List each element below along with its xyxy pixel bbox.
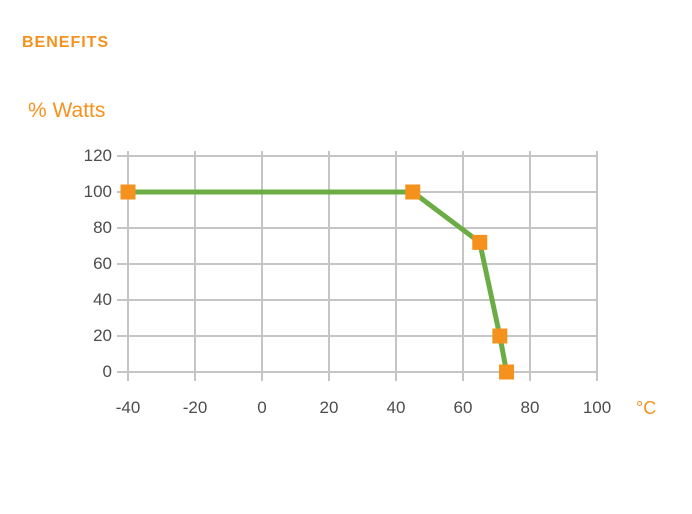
y-tick-label: 60 [93, 254, 112, 273]
data-point-marker [405, 184, 421, 200]
x-tick-label: -40 [115, 398, 141, 417]
x-tick-label: 60 [453, 398, 473, 417]
y-tick-label: 100 [83, 182, 112, 201]
x-tick-label: 40 [386, 398, 406, 417]
data-point-marker [499, 364, 515, 380]
x-tick-label: -20 [182, 398, 208, 417]
x-tick-label: 100 [582, 398, 612, 417]
y-tick-label: 20 [93, 326, 112, 345]
x-tick-label: 0 [257, 398, 267, 417]
x-axis-unit-label: °C [636, 398, 657, 418]
y-axis-title: % Watts [28, 99, 106, 122]
data-point-marker [120, 184, 136, 200]
page-title: BENEFITS [22, 34, 110, 51]
data-point-marker [492, 328, 508, 344]
y-tick-label: 80 [93, 218, 112, 237]
x-tick-label: 20 [319, 398, 339, 417]
y-tick-label: 40 [93, 290, 112, 309]
data-point-marker [472, 234, 488, 250]
y-tick-label: 120 [83, 146, 112, 165]
y-tick-label: 0 [102, 362, 112, 381]
series-line [128, 189, 510, 373]
x-tick-label: 80 [520, 398, 540, 417]
